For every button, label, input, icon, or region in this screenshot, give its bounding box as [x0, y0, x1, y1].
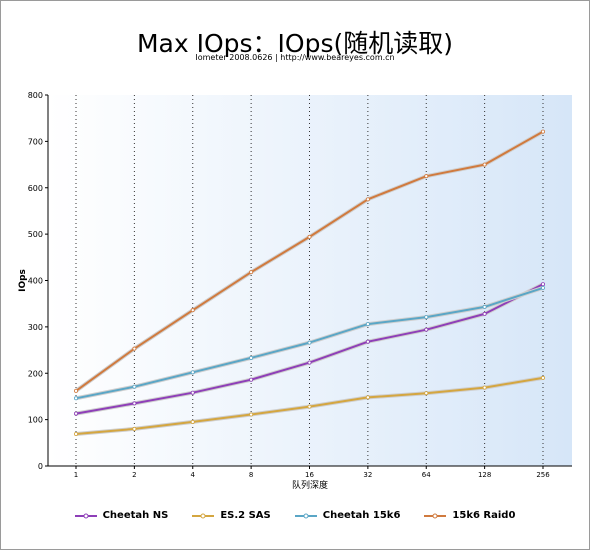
- data-point-cheetah-ns: [307, 360, 312, 365]
- x-tick-label: 8: [249, 471, 253, 479]
- x-tick-label: 4: [191, 471, 196, 479]
- y-axis-label: IOps: [18, 269, 28, 292]
- data-point-es-2-sas: [74, 432, 79, 437]
- legend-item-15k6-raid0: 15k6 Raid0: [424, 510, 515, 521]
- y-tick-label: 0: [38, 462, 43, 471]
- y-tick-label: 700: [28, 137, 43, 146]
- data-point-es-2-sas: [482, 385, 487, 390]
- data-point-es-2-sas: [307, 404, 312, 409]
- legend-swatch: [424, 511, 447, 521]
- legend-label: 15k6 Raid0: [452, 510, 516, 521]
- legend-swatch: [74, 511, 97, 521]
- data-point-es-2-sas: [190, 419, 195, 424]
- data-point-15k6-raid0: [132, 346, 137, 351]
- data-point-cheetah-15k6: [74, 396, 79, 401]
- data-point-cheetah-15k6: [482, 304, 487, 309]
- data-point-cheetah-ns: [365, 339, 370, 344]
- legend-label: Cheetah NS: [102, 510, 169, 521]
- x-tick-label: 256: [536, 471, 550, 479]
- data-point-cheetah-ns: [424, 327, 429, 332]
- data-point-cheetah-15k6: [365, 322, 370, 327]
- y-tick-label: 100: [28, 416, 43, 425]
- data-point-es-2-sas: [541, 375, 546, 380]
- chart-title: Max IOps：IOps(随机读取): [136, 29, 454, 58]
- y-tick-label: 400: [28, 277, 43, 286]
- y-tick-label: 600: [28, 184, 43, 193]
- y-tick-label: 500: [28, 230, 43, 239]
- data-point-cheetah-15k6: [132, 384, 137, 389]
- data-point-15k6-raid0: [74, 388, 79, 393]
- data-point-cheetah-15k6: [424, 315, 429, 320]
- data-point-es-2-sas: [132, 426, 137, 431]
- data-point-cheetah-ns: [249, 377, 254, 382]
- data-point-cheetah-ns: [541, 282, 546, 287]
- x-tick-label: 16: [305, 471, 314, 479]
- data-point-cheetah-ns: [74, 411, 79, 416]
- legend-item-es-2-sas: ES.2 SAS: [192, 510, 271, 521]
- data-point-cheetah-15k6: [307, 340, 312, 345]
- data-point-15k6-raid0: [424, 174, 429, 179]
- y-tick-label: 300: [28, 323, 43, 332]
- legend-swatch: [192, 511, 215, 521]
- data-point-cheetah-15k6: [541, 285, 546, 290]
- y-tick-label: 800: [28, 91, 43, 100]
- x-tick-label: 2: [132, 471, 136, 479]
- legend-item-cheetah-ns: Cheetah NS: [74, 510, 169, 521]
- data-point-es-2-sas: [249, 412, 254, 417]
- data-point-cheetah-15k6: [190, 370, 195, 375]
- legend-label: Cheetah 15k6: [322, 510, 401, 521]
- data-point-15k6-raid0: [482, 162, 487, 167]
- data-point-cheetah-ns: [190, 390, 195, 395]
- legend-swatch: [294, 511, 317, 521]
- data-point-15k6-raid0: [365, 197, 370, 202]
- data-point-15k6-raid0: [249, 270, 254, 275]
- data-point-cheetah-ns: [482, 311, 487, 316]
- data-point-15k6-raid0: [541, 129, 546, 134]
- x-axis-label: 队列深度: [292, 479, 328, 491]
- x-tick-label: 1: [74, 471, 78, 479]
- chart-subtitle: Iometer 2008.0626 | http://www.beareyes.…: [195, 53, 395, 62]
- plot-area: [48, 95, 572, 466]
- chart-legend: Cheetah NS ES.2 SAS Cheetah 15k6 15k6 Raid0: [0, 510, 590, 521]
- x-tick-label: 64: [422, 471, 431, 479]
- data-point-15k6-raid0: [190, 308, 195, 313]
- data-point-cheetah-ns: [132, 401, 137, 406]
- y-tick-label: 200: [28, 369, 43, 378]
- data-point-es-2-sas: [365, 395, 370, 400]
- x-tick-label: 32: [363, 471, 372, 479]
- x-tick-label: 128: [478, 471, 491, 479]
- data-point-cheetah-15k6: [249, 355, 254, 360]
- data-point-es-2-sas: [424, 391, 429, 396]
- legend-label: ES.2 SAS: [220, 510, 271, 521]
- data-point-15k6-raid0: [307, 234, 312, 239]
- legend-item-cheetah-15k6: Cheetah 15k6: [294, 510, 401, 521]
